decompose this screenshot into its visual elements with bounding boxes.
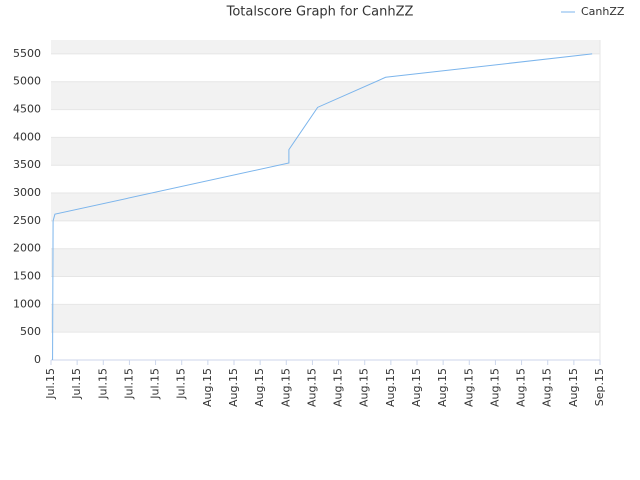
data-line [52, 53, 593, 361]
y-tick-label: 3000 [13, 186, 41, 199]
x-tick-label: Jul.15 [44, 368, 57, 400]
x-tick-label: Jul.15 [149, 368, 162, 400]
x-tick-label: Aug.15 [462, 368, 475, 407]
x-tick-label: Aug.15 [436, 368, 449, 407]
x-tick-label: Jul.15 [70, 368, 83, 400]
chart-title: Totalscore Graph for CanhZZ [226, 5, 414, 20]
y-tick-label: 1500 [13, 270, 41, 283]
x-tick-label: Aug.15 [305, 368, 318, 407]
x-tick-label: Jul.15 [96, 368, 109, 400]
y-tick-label: 2500 [13, 214, 41, 227]
plot-band [51, 248, 600, 277]
plot-band [51, 193, 600, 221]
x-tick-label: Aug.15 [358, 368, 371, 407]
x-tick-label: Aug.15 [201, 368, 214, 407]
y-tick-label: 4500 [13, 103, 41, 116]
plot-band [51, 304, 600, 333]
y-tick-label: 5000 [13, 75, 41, 88]
y-tick-label: 3500 [13, 158, 41, 171]
plot-band [51, 40, 600, 54]
x-tick-label: Aug.15 [227, 368, 240, 407]
y-tick-label: 1000 [13, 297, 41, 310]
x-tick-label: Aug.15 [410, 368, 423, 407]
x-tick-label: Aug.15 [541, 368, 554, 407]
legend-label: CanhZZ [581, 5, 625, 18]
x-tick-label: Jul.15 [122, 368, 135, 400]
y-tick-label: 500 [20, 325, 41, 338]
plot-band [51, 137, 600, 166]
x-tick-label: Aug.15 [253, 368, 266, 407]
x-tick-label: Sep.15 [593, 368, 606, 406]
y-tick-label: 5500 [13, 47, 41, 60]
x-tick-label: Aug.15 [279, 368, 292, 407]
x-tick-label: Aug.15 [332, 368, 345, 407]
y-tick-label: 0 [34, 353, 41, 366]
y-tick-label: 2000 [13, 242, 41, 255]
x-tick-label: Aug.15 [515, 368, 528, 407]
y-tick-label: 4000 [13, 130, 41, 143]
x-tick-label: Aug.15 [384, 368, 397, 407]
x-tick-label: Aug.15 [567, 368, 580, 407]
x-tick-label: Aug.15 [488, 368, 501, 407]
x-tick-label: Jul.15 [175, 368, 188, 400]
plot-band [51, 81, 600, 110]
